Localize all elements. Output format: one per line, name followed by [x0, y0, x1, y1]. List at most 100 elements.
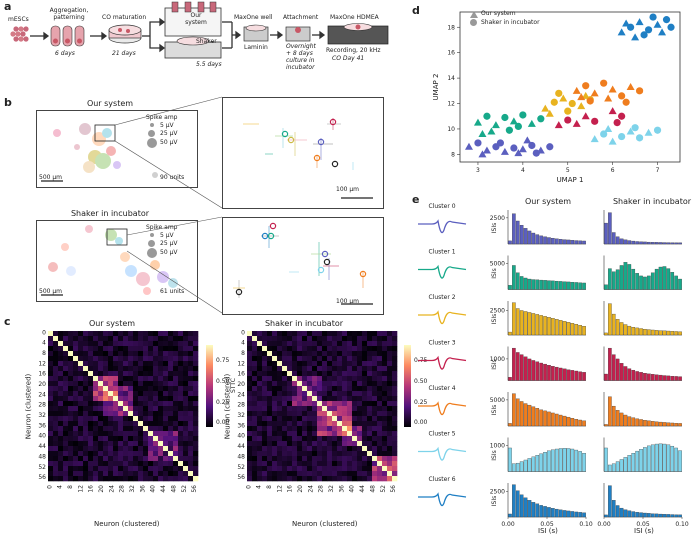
- heatmap-cell: [377, 431, 383, 437]
- maxone-well-icon: [243, 24, 269, 42]
- heatmap-ytick: 52: [38, 464, 46, 471]
- heatmap-cell: [68, 336, 74, 342]
- heatmap-cell: [337, 416, 343, 422]
- heatmap-cell: [262, 441, 268, 447]
- heatmap-cell: [387, 361, 393, 367]
- heatmap-cell: [123, 466, 129, 472]
- heatmap-cell: [178, 471, 184, 477]
- heatmap-cell: [53, 471, 59, 477]
- heatmap-cell: [133, 456, 139, 462]
- isi-bar: [531, 232, 536, 245]
- attachment-icon: [285, 26, 311, 42]
- heatmap-cell: [93, 346, 99, 352]
- heatmap-cell: [392, 451, 398, 457]
- heatmap-cell: [292, 356, 298, 362]
- heatmap-cell: [342, 456, 348, 462]
- heatmap-ytick: 12: [38, 360, 46, 367]
- heatmap-cell: [143, 341, 149, 347]
- isi-bar: [512, 463, 516, 472]
- heatmap-cell: [113, 416, 119, 422]
- heatmap-ytick: 0: [42, 329, 46, 336]
- heatmap-cell: [377, 466, 383, 472]
- heatmap-cell: [168, 436, 174, 442]
- umap-point: [604, 124, 613, 132]
- heatmap-cell: [108, 396, 114, 402]
- heatmap-cell: [48, 361, 54, 367]
- heatmap-cell: [377, 406, 383, 412]
- heatmap-cell: [292, 376, 298, 382]
- heatmap-cell: [73, 346, 79, 352]
- heatmap-cell: [297, 361, 303, 367]
- c-shaker-heatmap: [247, 331, 398, 482]
- heatmap-cell: [178, 331, 184, 337]
- heatmap-cell: [287, 421, 293, 427]
- heatmap-cell: [392, 406, 398, 412]
- heatmap-cell: [73, 421, 79, 427]
- heatmap-cell: [302, 391, 308, 397]
- heatmap-cell: [153, 476, 159, 482]
- umap-point: [474, 139, 482, 147]
- heatmap-cell: [138, 461, 144, 467]
- heatmap-cell: [173, 476, 179, 482]
- isi-bar: [623, 262, 628, 290]
- isi-bar: [539, 409, 543, 427]
- heatmap-cell: [347, 381, 353, 387]
- heatmap-cell: [138, 431, 144, 437]
- heatmap-cell: [257, 401, 263, 407]
- heatmap-cell: [312, 471, 318, 477]
- heatmap-cell: [178, 436, 184, 442]
- heatmap-cell: [297, 416, 303, 422]
- heatmap-cell: [327, 441, 333, 447]
- heatmap-cell: [58, 361, 64, 367]
- heatmap-cell: [103, 416, 109, 422]
- isi-bar: [527, 458, 532, 472]
- heatmap-cell: [322, 461, 328, 467]
- isi-bar: [558, 281, 563, 290]
- our-system-icon: [164, 1, 222, 37]
- heatmap-cell: [118, 436, 124, 442]
- heatmap-cell: [292, 331, 298, 337]
- heatmap-cell: [307, 336, 313, 342]
- heatmap-cell: [138, 436, 144, 442]
- heatmap-cell: [158, 391, 164, 397]
- heatmap-cell: [73, 331, 79, 337]
- heatmap-cell: [342, 436, 348, 442]
- heatmap-cell: [362, 331, 368, 337]
- legend-item: 5 µV: [160, 122, 174, 129]
- heatmap-cell: [247, 401, 253, 407]
- heatmap-cell: [372, 451, 378, 457]
- isi-bar: [558, 320, 563, 336]
- isi-ylabel: ISIs: [491, 314, 498, 324]
- heatmap-cell: [73, 456, 79, 462]
- heatmap-cell: [188, 341, 194, 347]
- isi-bar: [611, 463, 616, 472]
- heatmap-cell: [168, 341, 174, 347]
- heatmap-cell: [153, 421, 159, 427]
- heatmap-cell: [108, 461, 114, 467]
- heatmap-cell: [93, 471, 99, 477]
- hdmea-label: MaxOne HDMEA: [330, 14, 379, 21]
- heatmap-cell: [387, 356, 393, 362]
- heatmap-cell: [367, 391, 373, 397]
- heatmap-cell: [163, 446, 169, 452]
- heatmap-cell: [372, 376, 378, 382]
- heatmap-cell: [168, 366, 174, 372]
- heatmap-cell: [247, 341, 253, 347]
- heatmap-cell: [113, 421, 119, 427]
- heatmap-cell: [322, 381, 328, 387]
- heatmap-cell: [63, 356, 69, 362]
- heatmap-cell: [93, 331, 99, 337]
- heatmap-cell: [58, 406, 64, 412]
- heatmap-cell: [48, 371, 54, 377]
- heatmap-cell: [83, 366, 89, 372]
- heatmap-cell: [103, 381, 109, 387]
- heatmap-cell: [262, 401, 268, 407]
- heatmap-cell: [392, 356, 398, 362]
- umap-point: [568, 99, 576, 108]
- heatmap-cell: [267, 371, 273, 377]
- heatmap-cell: [183, 451, 189, 457]
- heatmap-cell: [392, 431, 398, 437]
- heatmap-cell: [48, 376, 54, 382]
- isi-bar: [604, 284, 608, 290]
- heatmap-cell: [352, 396, 358, 402]
